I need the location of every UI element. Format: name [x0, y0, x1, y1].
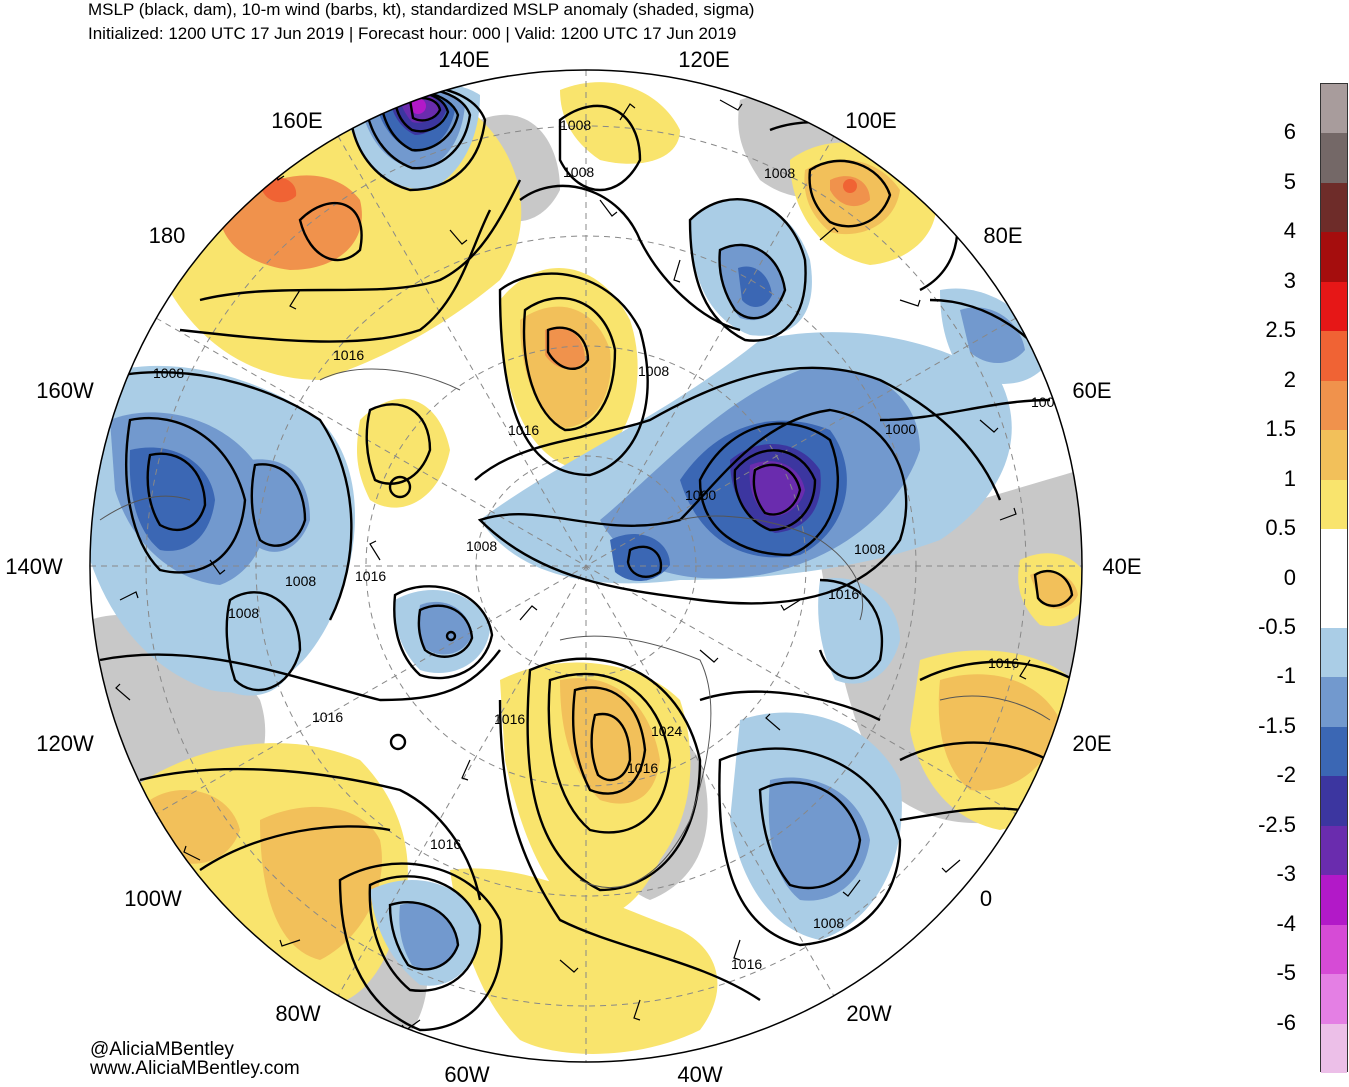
map-boundary	[89, 69, 1083, 1063]
contour-label: 1016	[333, 347, 364, 363]
longitude-label-0: 0	[979, 886, 993, 911]
contour-label: 1008	[228, 605, 259, 621]
longitude-label-180: 180	[148, 223, 186, 248]
colorbar-tick-label: 0.5	[1265, 515, 1296, 541]
contour-label: 1016	[430, 836, 461, 852]
colorbar-swatch	[1321, 84, 1347, 134]
contour-label: 1008	[854, 541, 885, 557]
longitude-label-100w: 100W	[124, 886, 182, 911]
colorbar-tick-label: -2.5	[1258, 811, 1296, 837]
colorbar-swatch	[1321, 875, 1347, 926]
contour-label: 1008	[285, 573, 316, 589]
contour-label: 1016	[988, 655, 1019, 671]
contour-label: 1008	[764, 165, 795, 181]
contour-label: 1008	[153, 365, 184, 381]
colorbar-tick-label: 2	[1283, 366, 1296, 392]
colorbar-tick-label: -1.5	[1258, 712, 1296, 738]
contour-label: 1016	[627, 760, 658, 776]
longitude-label-120w: 120W	[36, 731, 94, 756]
colorbar-tick-label: 1.5	[1265, 416, 1296, 442]
map-subtitle: Initialized: 1200 UTC 17 Jun 2019 | Fore…	[88, 24, 737, 43]
longitude-label-80w: 80W	[275, 1001, 321, 1026]
contour-label: 1008	[466, 538, 497, 554]
colorbar-tick-label: 0	[1283, 564, 1296, 590]
longitude-label-140w: 140W	[5, 554, 63, 579]
colorbar-tick-label: -6	[1276, 1009, 1296, 1035]
longitude-label-120e: 120E	[678, 47, 730, 72]
colorbar-tick-label: 5	[1283, 168, 1296, 194]
longitude-label-60e: 60E	[1072, 378, 1112, 403]
colorbar-swatch	[1321, 726, 1347, 777]
longitude-label-60w: 60W	[444, 1062, 490, 1087]
longitude-label-160w: 160W	[36, 378, 94, 403]
colorbar-tick-label: -1	[1276, 663, 1296, 689]
credit-handle: @AliciaMBentley	[90, 1039, 234, 1060]
colorbar-tick-label: 3	[1283, 267, 1296, 293]
graticule	[90, 70, 1082, 1062]
colorbar-tick-label: 6	[1283, 119, 1296, 145]
contour-label: 1016	[494, 711, 525, 727]
colorbar-swatch	[1321, 182, 1347, 233]
longitude-label-20e: 20E	[1072, 731, 1112, 756]
colorbar-swatch	[1321, 924, 1347, 975]
colorbar-swatch	[1321, 825, 1347, 876]
colorbar-swatch	[1321, 974, 1347, 1025]
colorbar-swatch	[1321, 1023, 1347, 1074]
map-disc: 1008 1008 1008 1016 1008 1008 1016 1008 …	[90, 70, 1082, 1062]
credit-website: www.AliciaMBentley.com	[90, 1058, 300, 1079]
contour-label: 1024	[651, 723, 682, 739]
colorbar-swatch	[1321, 133, 1347, 184]
longitude-label-80e: 80E	[983, 223, 1023, 248]
colorbar-tick-label: 2.5	[1265, 317, 1296, 343]
colorbar-swatch	[1321, 232, 1347, 283]
contour-label: 1008	[813, 915, 844, 931]
colorbar-swatch	[1321, 627, 1347, 678]
contour-label: 1016	[508, 422, 539, 438]
contour-label: 1016	[312, 709, 343, 725]
colorbar-tick-label: -4	[1276, 910, 1296, 936]
colorbar-swatch	[1321, 380, 1347, 431]
longitude-label-140e: 140E	[438, 47, 490, 72]
colorbar-swatch	[1321, 578, 1347, 629]
longitude-label-20w: 20W	[846, 1001, 892, 1026]
longitude-label-160e: 160E	[271, 108, 323, 133]
colorbar-tick-label: 1	[1283, 465, 1296, 491]
longitude-label-100e: 100E	[845, 108, 897, 133]
colorbar-tick-label: -5	[1276, 960, 1296, 986]
contour-label: 1008	[560, 117, 591, 133]
colorbar-tick-label: 4	[1283, 218, 1296, 244]
colorbar	[1320, 83, 1348, 1074]
contour-label: 1016	[355, 568, 386, 584]
contour-label: 1008	[638, 363, 669, 379]
map-title: MSLP (black, dam), 10-m wind (barbs, kt)…	[88, 0, 755, 19]
colorbar-tick-label: -2	[1276, 762, 1296, 788]
contour-label: 1016	[828, 586, 859, 602]
colorbar-swatch	[1321, 281, 1347, 332]
colorbar-swatch	[1321, 677, 1347, 728]
contour-label: 1008	[1031, 394, 1062, 410]
longitude-label-40w: 40W	[677, 1062, 723, 1087]
colorbar-swatch	[1321, 430, 1347, 481]
colorbar-tick-label: -3	[1276, 861, 1296, 887]
colorbar-swatch	[1321, 529, 1347, 579]
contour-label: 1016	[731, 956, 762, 972]
colorbar-swatch	[1321, 479, 1347, 530]
colorbar-swatch	[1321, 331, 1347, 382]
wind-barbs	[115, 99, 1031, 1031]
colorbar-swatch	[1321, 776, 1347, 827]
contour-label: 1008	[563, 164, 594, 180]
longitude-label-40e: 40E	[1102, 554, 1142, 579]
coastlines	[99, 368, 1051, 888]
colorbar-tick-label: -0.5	[1258, 613, 1296, 639]
contour-label: 1000	[685, 487, 716, 503]
contour-label: 1000	[885, 421, 916, 437]
